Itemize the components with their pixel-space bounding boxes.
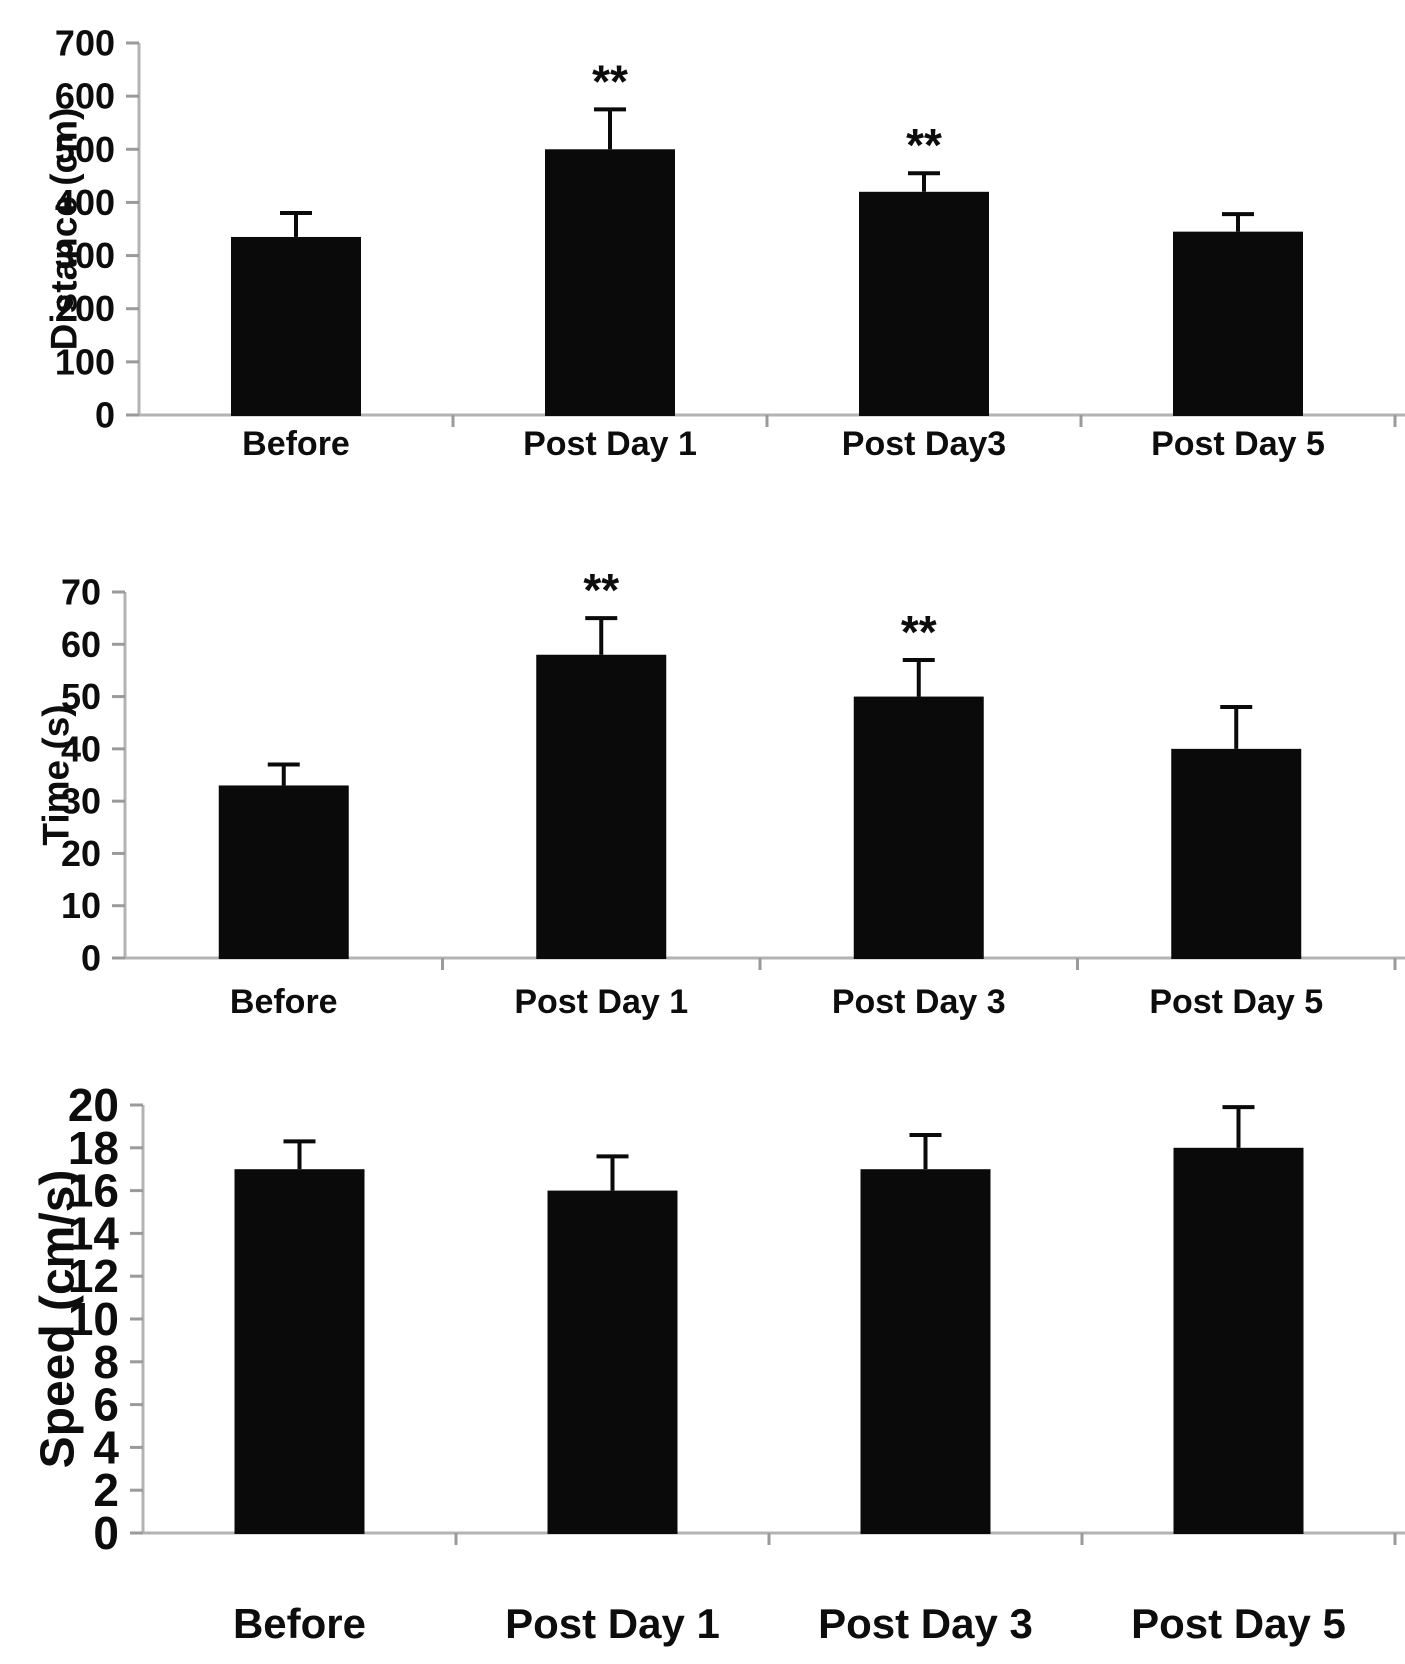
y-tick-label: 14	[68, 1207, 120, 1259]
chart-distance: 0 100 200 300 400 500 600 700 Distance (cm) Befor…	[0, 0, 1405, 505]
bar	[1171, 748, 1302, 959]
y-axis-title: Distance (cm)	[44, 108, 85, 351]
significance-marker: **	[592, 55, 628, 107]
bar	[545, 149, 675, 417]
y-tick-label: 20	[61, 833, 101, 874]
category-label: Post Day 5	[1131, 1600, 1346, 1647]
y-tick-label: 10	[68, 1293, 119, 1345]
y-tick-label: 50	[61, 676, 101, 717]
y-tick-label: 2	[93, 1464, 119, 1516]
category-label: Post Day 5	[1149, 983, 1323, 1021]
y-tick-label: 20	[68, 1079, 119, 1131]
bar	[536, 654, 667, 959]
y-tick-label: 0	[81, 938, 101, 979]
category-label: Post Day 3	[818, 1600, 1033, 1647]
y-tick-label: 70	[61, 572, 101, 613]
y-tick-label: 18	[68, 1122, 119, 1174]
y-axis-title: Speed (cm/s)	[32, 1170, 85, 1469]
y-tick-label: 500	[55, 129, 115, 170]
category-label: Post Day3	[842, 425, 1006, 463]
y-tick-label: 8	[93, 1336, 119, 1388]
category-label: Before	[242, 425, 350, 463]
bar	[860, 1169, 991, 1534]
y-tick-label: 300	[55, 235, 115, 276]
bar	[853, 696, 984, 959]
category-label: Post Day 1	[505, 1600, 720, 1647]
y-tick-label: 200	[55, 288, 115, 329]
bar	[234, 1169, 365, 1534]
y-tick-label: 0	[93, 1507, 119, 1559]
category-label: Post Day 1	[523, 425, 697, 463]
distance-bar-chart: 0 100 200 300 400 500 600 700 Distance (cm) Befor…	[44, 23, 1405, 463]
chart-speed: 0 2 4 6 8 10 12 14 16 18 20 Speed (cm/s) Before Post …	[0, 1035, 1405, 1664]
category-label: Post Day 1	[514, 983, 688, 1021]
y-tick-label: 700	[55, 23, 115, 64]
significance-marker: **	[901, 606, 937, 658]
y-tick-label: 100	[55, 341, 115, 382]
y-tick-label: 6	[93, 1379, 119, 1431]
y-tick-label: 0	[95, 395, 115, 436]
y-tick-label: 16	[68, 1165, 119, 1217]
significance-marker: **	[583, 564, 619, 616]
y-tick-label: 60	[61, 624, 101, 665]
category-label: Post Day 3	[832, 983, 1006, 1021]
bar	[231, 236, 361, 416]
chart-time: 0 10 20 30 40 50 60 70 Time (s) Before ** Post Day …	[0, 505, 1405, 1035]
y-tick-label: 30	[61, 781, 101, 822]
category-label: Post Day 5	[1151, 425, 1325, 463]
bar	[859, 191, 989, 416]
bar	[218, 785, 349, 959]
y-tick-label: 10	[61, 885, 101, 926]
y-tick-label: 4	[93, 1421, 119, 1473]
y-tick-label: 600	[55, 76, 115, 117]
y-tick-label: 12	[68, 1250, 119, 1302]
y-axis-title: Time (s)	[36, 704, 77, 845]
y-tick-label: 40	[61, 728, 101, 769]
bar	[1173, 231, 1303, 416]
time-bar-chart: 0 10 20 30 40 50 60 70 Time (s) Before ** Post Day …	[36, 564, 1405, 1021]
y-tick-label: 400	[55, 182, 115, 223]
bar	[1173, 1147, 1304, 1534]
category-label: Before	[233, 1600, 366, 1647]
category-label: Before	[230, 983, 338, 1021]
significance-marker: **	[906, 119, 942, 171]
bar	[547, 1190, 678, 1534]
